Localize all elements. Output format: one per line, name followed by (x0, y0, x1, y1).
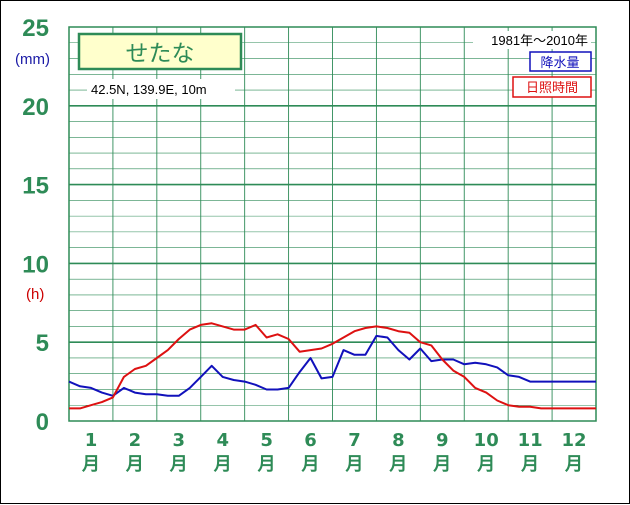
legend-sunshine-label: 日照時間 (526, 81, 578, 96)
month-tick-label: 3 (173, 430, 186, 451)
y-axis-ticks: 0 5 10 15 20 25 (22, 15, 49, 436)
month-tick-label: 10 (474, 430, 499, 451)
month-suffix-label: 月 (564, 454, 583, 475)
series-lines (68, 322, 596, 410)
month-suffix-label: 月 (301, 454, 320, 475)
y-tick-label: 25 (22, 15, 49, 42)
month-suffix-label: 月 (125, 454, 144, 475)
location-label-bg (87, 79, 235, 99)
legend-precip: 降水量 (529, 51, 592, 72)
month-tick-label: 8 (392, 430, 405, 451)
station-title-box: せたな (77, 32, 243, 71)
y-tick-label: 15 (22, 173, 49, 200)
sunshine-unit-label: (h) (26, 286, 44, 303)
x-axis-ticks: 1 月 2 月 3 月 4 月 5 月 6 月 7 月 8 月 9 月 10 月 11 月 12 月 (81, 430, 587, 475)
period-label: 1981年～2010年 (491, 33, 588, 48)
sunshine-line (69, 322, 596, 410)
precip-unit-label: (mm) (15, 51, 50, 68)
month-suffix-label: 月 (213, 454, 232, 475)
month-tick-label: 7 (348, 430, 361, 451)
month-tick-label: 6 (304, 430, 317, 451)
month-tick-label: 12 (562, 430, 587, 451)
station-name: せたな (126, 41, 195, 67)
month-suffix-label: 月 (257, 454, 276, 475)
month-suffix-label: 月 (169, 454, 188, 475)
month-suffix-label: 月 (344, 454, 363, 475)
legend-sunshine: 日照時間 (512, 76, 592, 98)
month-tick-label: 2 (129, 430, 142, 451)
period-label-bg (473, 31, 591, 49)
month-suffix-label: 月 (476, 454, 495, 475)
location-label: 42.5N, 139.9E, 10m (91, 82, 207, 97)
y-tick-label: 20 (22, 94, 49, 121)
month-tick-label: 5 (260, 430, 273, 451)
y-tick-label: 5 (36, 330, 49, 357)
month-suffix-label: 月 (432, 454, 451, 475)
month-tick-label: 1 (85, 430, 98, 451)
month-tick-label: 9 (436, 430, 449, 451)
legend-precip-label: 降水量 (540, 56, 579, 71)
month-tick-label: 4 (216, 430, 229, 451)
month-suffix-label: 月 (388, 454, 407, 475)
y-tick-label: 10 (22, 251, 49, 278)
y-tick-label: 0 (36, 409, 49, 436)
month-tick-label: 11 (518, 430, 543, 451)
precipitation-line (68, 334, 596, 397)
month-suffix-label: 月 (81, 454, 100, 475)
month-suffix-label: 月 (520, 454, 539, 475)
